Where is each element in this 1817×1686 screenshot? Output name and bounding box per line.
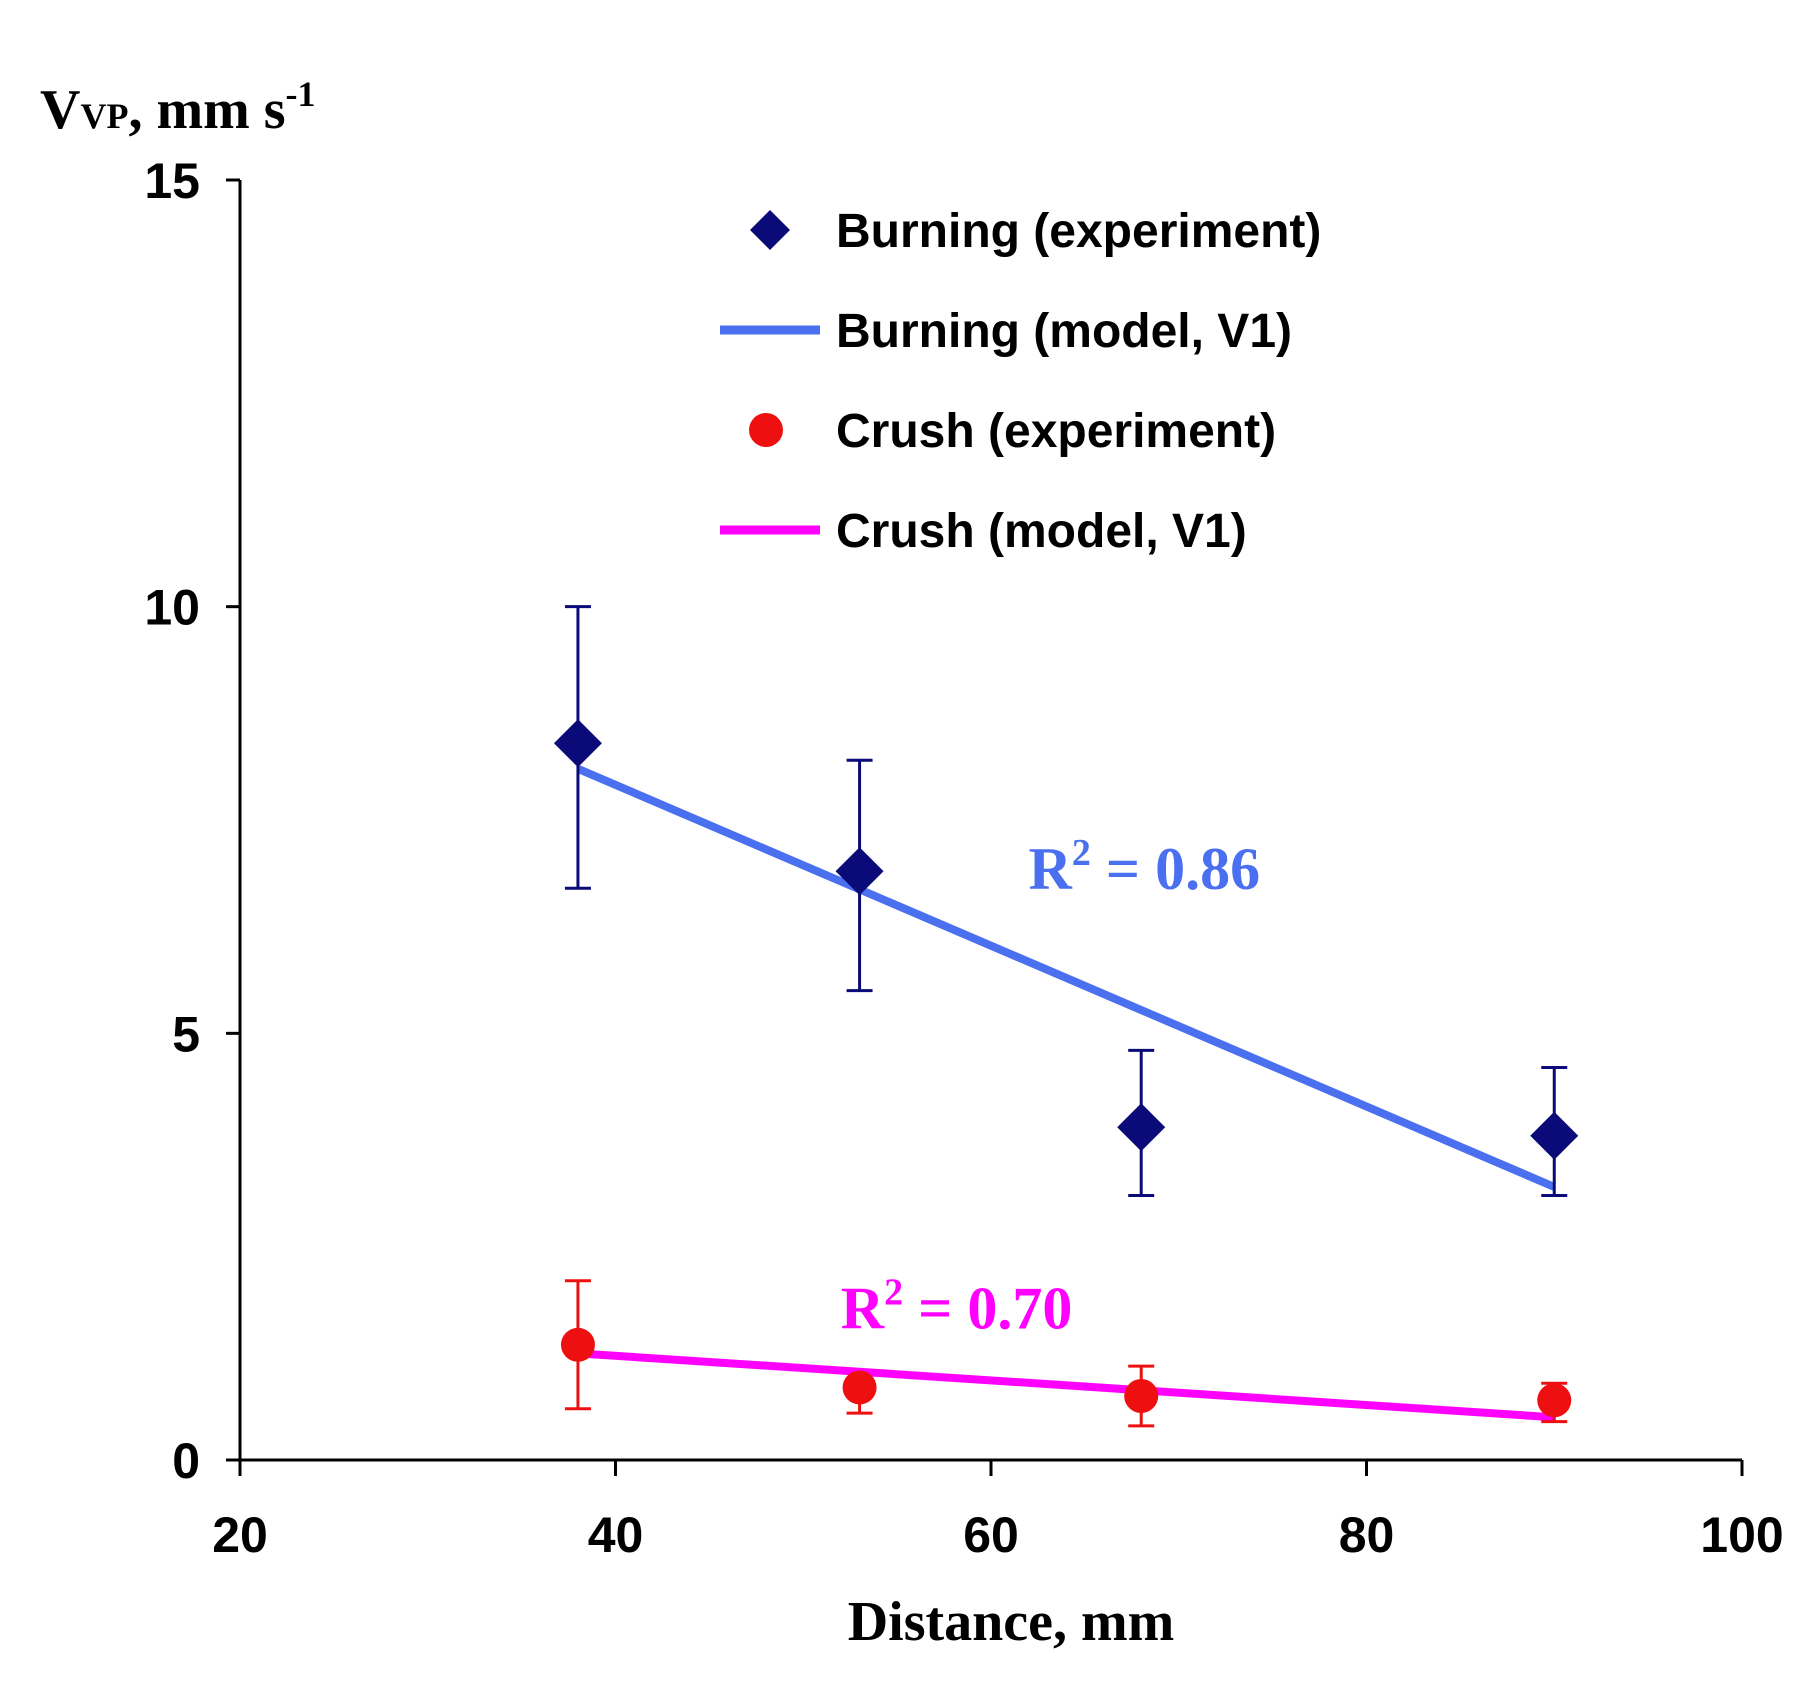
y-tick-label: 15 <box>144 153 200 209</box>
legend: Burning (experiment) Burning (model, V1) C… <box>720 205 1321 558</box>
x-tick-label: 40 <box>588 1507 644 1563</box>
legend-item: Burning (experiment) <box>750 205 1321 258</box>
data-point-circle <box>560 1327 595 1362</box>
y-tick-label: 10 <box>144 580 200 636</box>
data-point-circle <box>842 1370 877 1405</box>
series-line <box>577 1349 1555 1422</box>
legend-marker-circle <box>749 413 783 447</box>
data-point-diamond <box>835 847 884 896</box>
legend-label: Crush (model, V1) <box>836 505 1247 558</box>
x-axis-title: Distance, mm <box>848 1591 1175 1653</box>
legend-marker-diamond <box>750 210 790 250</box>
legend-item: Crush (model, V1) <box>720 505 1247 558</box>
y-axis-title: VVP, mm s-1 <box>40 74 316 141</box>
legend-item: Burning (model, V1) <box>720 305 1292 358</box>
x-tick-label: 20 <box>212 1507 268 1563</box>
data-point-diamond <box>553 719 602 768</box>
y-tick-label: 5 <box>172 1006 200 1062</box>
annotation-r2-burning: R2 = 0.86 <box>1029 832 1261 902</box>
series-line <box>576 765 1556 1191</box>
axes: 0 5 10 15 20 40 60 80 100 <box>144 153 1783 1563</box>
x-tick-label: 100 <box>1700 1507 1783 1563</box>
x-tick-label: 60 <box>963 1507 1019 1563</box>
legend-label: Burning (experiment) <box>836 205 1321 258</box>
y-tick-label: 0 <box>172 1433 200 1489</box>
data-point-diamond <box>1117 1103 1166 1152</box>
legend-label: Burning (model, V1) <box>836 305 1292 358</box>
legend-label: Crush (experiment) <box>836 405 1276 458</box>
legend-item: Crush (experiment) <box>749 405 1276 458</box>
axis-labels: VVP, mm s-1 Distance, mm <box>40 74 1174 1653</box>
data-point-circle <box>1124 1379 1159 1413</box>
plot-area: R2 = 0.86 R2 = 0.70 <box>553 605 1579 1428</box>
annotation-r2-crush: R2 = 0.70 <box>841 1272 1073 1342</box>
data-point-diamond <box>1530 1111 1579 1160</box>
data-point-circle <box>1537 1383 1572 1418</box>
x-tick-label: 80 <box>1339 1507 1395 1563</box>
